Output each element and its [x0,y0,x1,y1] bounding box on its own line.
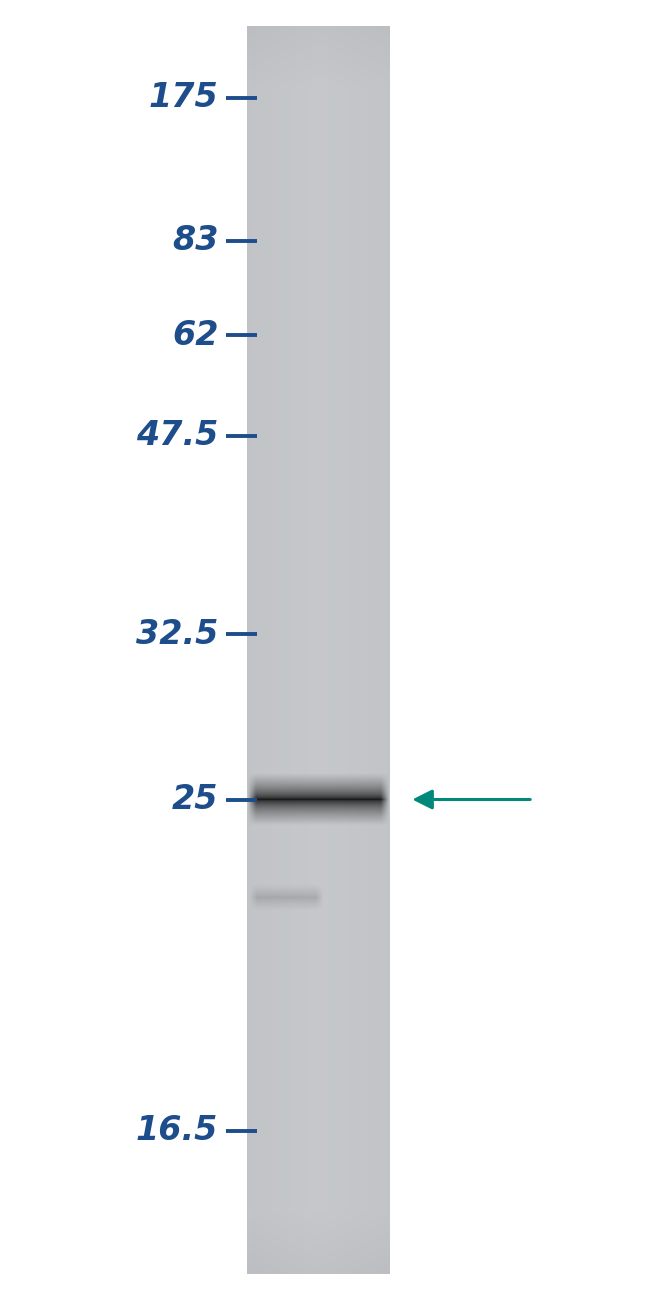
Text: 32.5: 32.5 [136,618,218,651]
Text: 83: 83 [172,224,218,257]
Text: 25: 25 [172,783,218,816]
Text: 175: 175 [149,81,218,114]
Text: 16.5: 16.5 [136,1114,218,1148]
Text: 47.5: 47.5 [136,419,218,452]
Text: 62: 62 [172,318,218,352]
